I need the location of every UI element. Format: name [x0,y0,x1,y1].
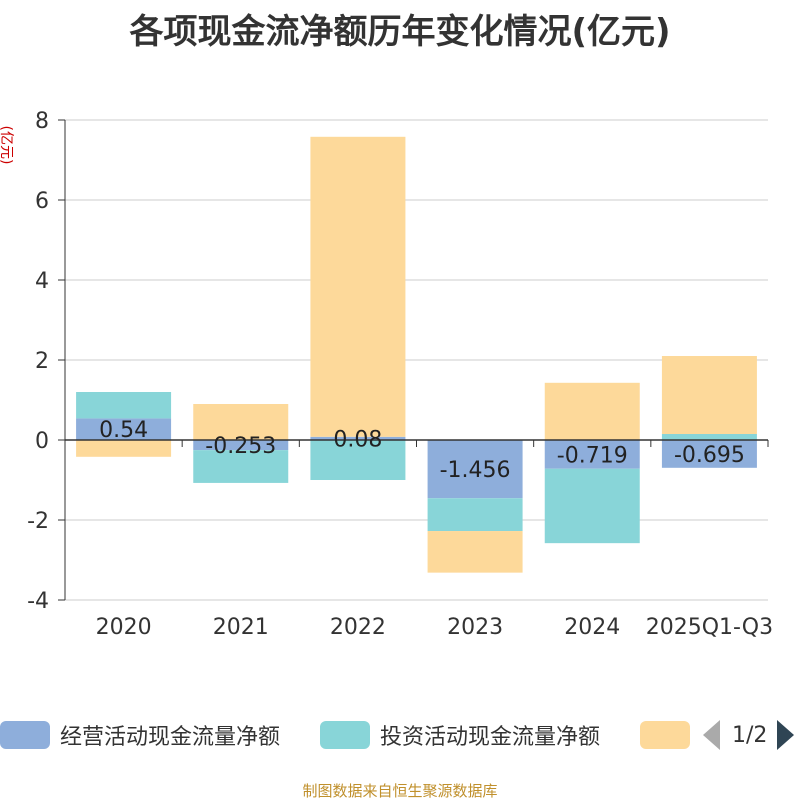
bar-third[interactable] [661,356,757,434]
bar-investing[interactable] [193,450,289,483]
bar-operating[interactable] [76,418,172,440]
bar-data-label: -0.253 [205,434,276,459]
legend-page-indicator: 1/2 [732,722,768,748]
y-tick-label: -4 [27,589,49,614]
x-tick-label: 2023 [447,615,503,640]
legend-swatch-operating [0,721,50,749]
chart-plot: -4 -2 0 2 4 6 8 2020 2021 2022 2023 2024 2025Q1-Q3 0… [0,109,773,640]
legend-pager: 1/2 [703,715,795,755]
y-tick-label: 6 [35,189,49,214]
bar-operating[interactable] [193,440,289,451]
bar-third[interactable] [427,531,523,573]
x-tick-label: 2025Q1-Q3 [646,615,773,640]
bar-third[interactable] [76,440,172,457]
legend-item-third[interactable] [640,715,690,755]
bar-operating[interactable] [544,440,640,469]
bar-operating[interactable] [310,436,406,440]
legend-next-page-icon[interactable] [777,720,795,750]
legend-prev-page-icon[interactable] [703,720,720,750]
bar-investing[interactable] [427,498,523,532]
bar-investing[interactable] [544,468,640,544]
y-tick-label: -2 [27,509,49,534]
y-axis-label: (亿元) [0,126,14,165]
chart-title: 各项现金流净额历年变化情况(亿元) [129,12,671,52]
y-tick-label: 2 [35,349,49,374]
bar-investing[interactable] [310,440,406,480]
bar-data-label: -0.719 [557,443,628,468]
y-tick-label: 4 [35,269,49,294]
legend-item-operating[interactable]: 经营活动现金流量净额 [0,715,280,755]
bar-operating[interactable] [427,440,523,499]
legend-item-investing[interactable]: 投资活动现金流量净额 [320,715,600,755]
bar-data-label: -0.695 [674,443,745,468]
y-tick-label: 8 [35,109,49,134]
legend-label-operating: 经营活动现金流量净额 [60,725,281,750]
legend: 经营活动现金流量净额 投资活动现金流量净额 1/2 [0,715,800,755]
legend-swatch-investing [320,721,370,749]
x-tick-label: 2020 [96,615,152,640]
bar-operating[interactable] [661,440,757,468]
bar-third[interactable] [310,136,406,437]
legend-label-investing: 投资活动现金流量净额 [380,725,601,750]
x-tick-label: 2021 [213,615,269,640]
bar-third[interactable] [193,404,289,440]
bar-data-label: 0.54 [99,418,148,443]
x-tick-label: 2024 [564,615,620,640]
bar-investing[interactable] [76,392,172,419]
bar-data-label: 0.08 [333,427,382,452]
data-source-note: 制图数据来自恒生聚源数据库 [302,782,498,800]
bar-investing[interactable] [661,434,757,440]
bar-third[interactable] [544,382,640,440]
y-tick-label: 0 [35,429,49,454]
legend-swatch-third [640,721,690,749]
bar-data-label: -1.456 [440,458,511,483]
x-tick-label: 2022 [330,615,386,640]
